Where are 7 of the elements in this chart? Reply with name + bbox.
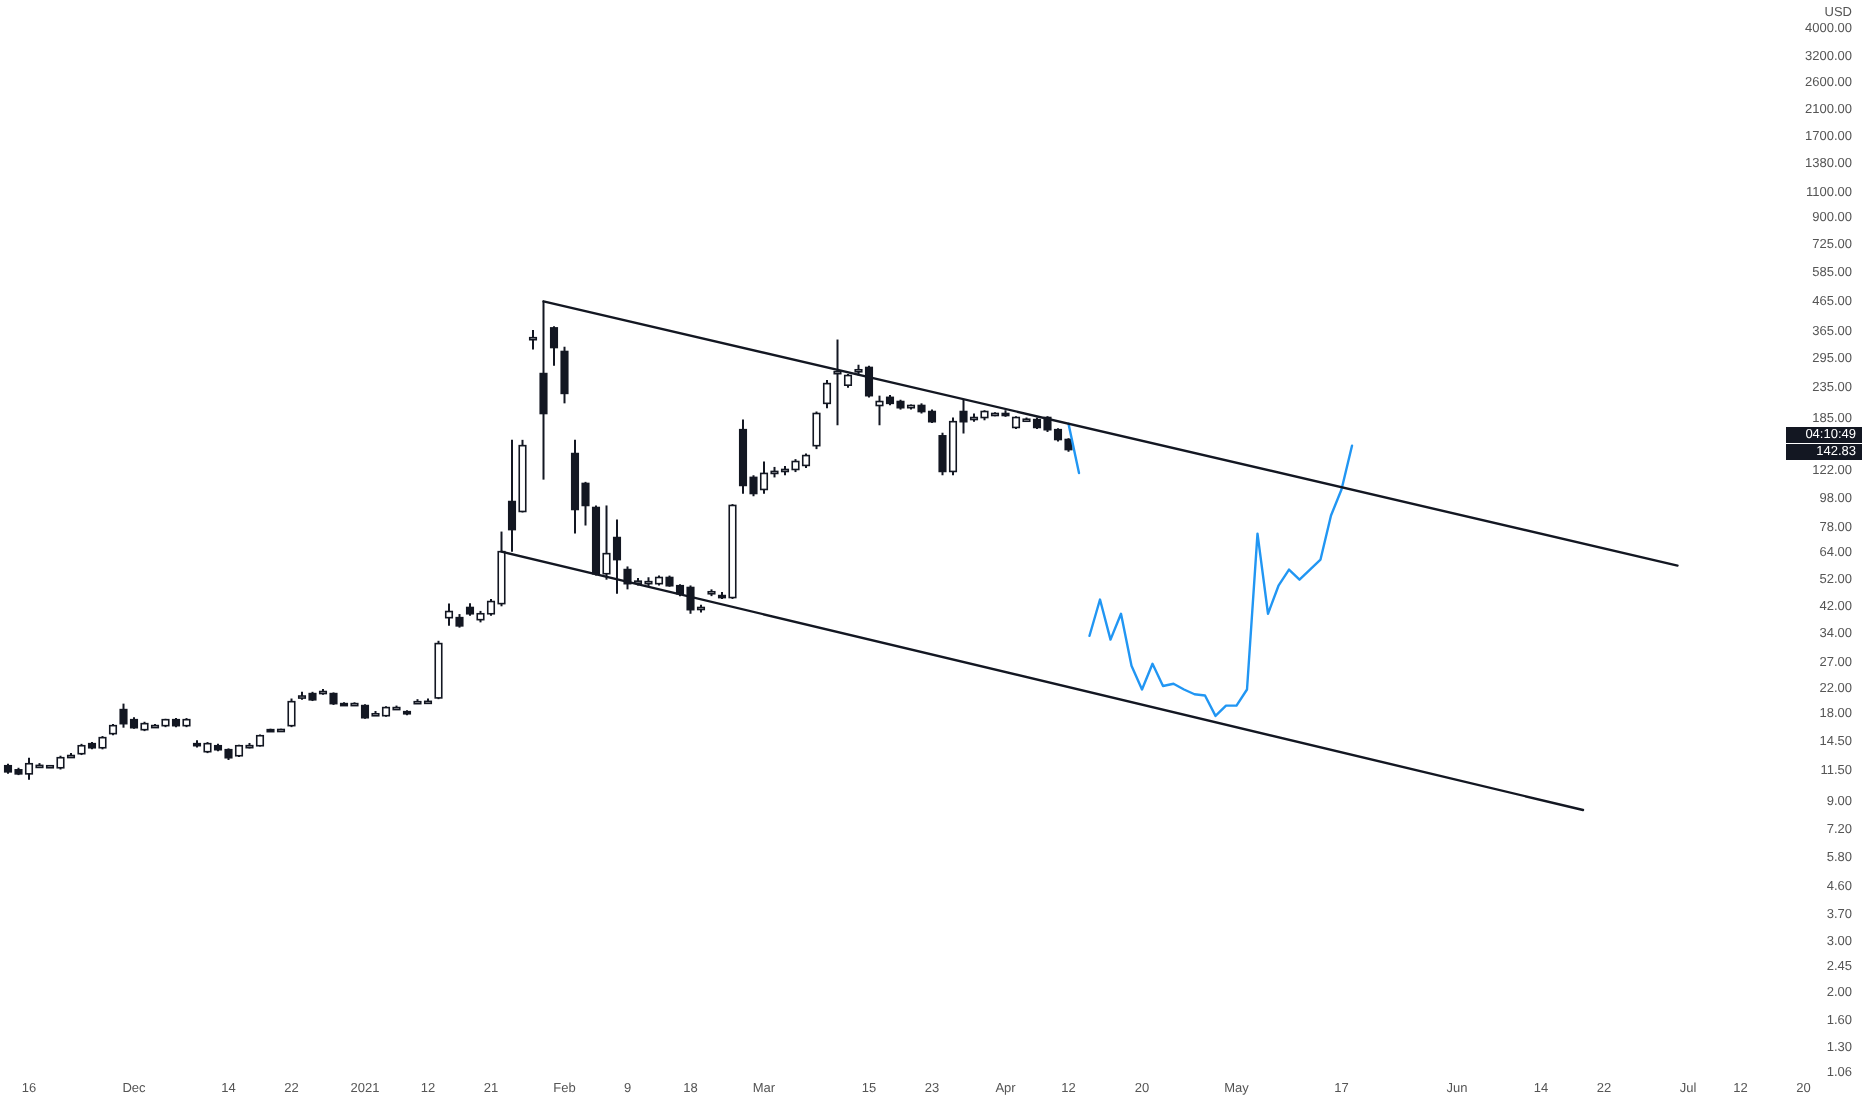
candlestick bbox=[812, 410, 821, 451]
candlestick bbox=[560, 345, 569, 405]
candlestick bbox=[833, 338, 842, 427]
candlestick bbox=[549, 325, 559, 367]
candlestick bbox=[822, 379, 832, 410]
line-series bbox=[1088, 444, 1354, 718]
candlestick bbox=[287, 697, 296, 729]
